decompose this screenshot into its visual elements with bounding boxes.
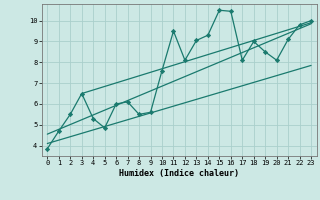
X-axis label: Humidex (Indice chaleur): Humidex (Indice chaleur) [119,169,239,178]
